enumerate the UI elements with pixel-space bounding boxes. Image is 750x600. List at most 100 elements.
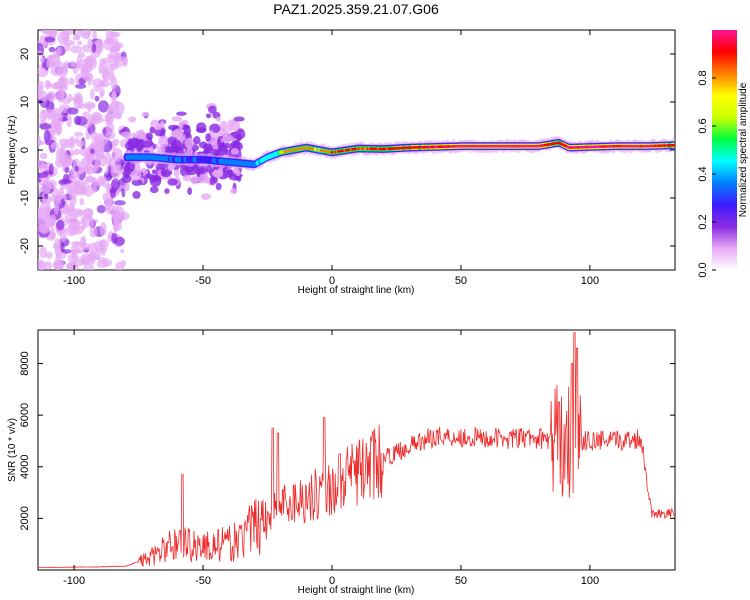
- noise-blob: [50, 141, 59, 150]
- noise-blob: [60, 184, 72, 190]
- noise-blob: [47, 111, 56, 121]
- colorbar-tick-label: 0.6: [697, 118, 709, 133]
- spectrogram-x-tick-label: 0: [329, 275, 335, 287]
- noise-blob: [57, 75, 69, 89]
- spectrogram-x-tick-label: 50: [455, 275, 467, 287]
- noise-blob: [79, 198, 85, 206]
- noise-blob: [93, 84, 102, 92]
- scatter-blob: [211, 170, 224, 178]
- scatter-blob: [235, 133, 241, 140]
- noise-blob: [63, 160, 71, 168]
- scatter-blob: [232, 167, 240, 175]
- noise-blob: [43, 129, 51, 144]
- noise-blob: [67, 93, 73, 102]
- noise-blob: [73, 208, 84, 218]
- scatter-blob: [230, 188, 238, 195]
- spectrogram-y-axis-label: Frequency (Hz): [7, 116, 18, 185]
- snr-y-tick-label: 4000: [19, 455, 31, 479]
- noise-blob: [56, 112, 63, 123]
- scatter-blob: [131, 178, 143, 186]
- noise-blob: [113, 100, 121, 107]
- noise-blob: [38, 258, 44, 270]
- noise-blob: [91, 178, 103, 187]
- noise-blob: [84, 164, 93, 175]
- noise-blob: [39, 152, 48, 160]
- scatter-blob: [183, 126, 191, 136]
- noise-blob: [66, 208, 71, 215]
- snr-x-tick-label: -100: [63, 575, 85, 587]
- noise-blob: [80, 157, 93, 166]
- scatter-blob: [170, 130, 182, 138]
- scatter-blob: [127, 138, 133, 147]
- noise-blob: [91, 43, 97, 53]
- noise-blob: [39, 56, 45, 63]
- snr-y-tick-label: 6000: [19, 403, 31, 427]
- noise-blob: [104, 197, 115, 206]
- noise-blob: [49, 214, 57, 227]
- noise-blob: [48, 46, 56, 53]
- snr-axes: -100 -50 0 50 100 2000 4000 6000 8000: [19, 330, 675, 587]
- noise-blob: [72, 225, 85, 230]
- noise-blob: [45, 36, 56, 43]
- colorbar-tick-label: 0.2: [697, 214, 709, 229]
- snr-series-line: [38, 332, 675, 569]
- noise-blob: [114, 236, 126, 246]
- colorbar-ticks: 0.0 0.2 0.4 0.6 0.8: [697, 70, 716, 278]
- scatter-blob: [190, 175, 199, 185]
- scatter-blob: [230, 141, 239, 147]
- noise-blob: [91, 254, 101, 261]
- noise-blob: [64, 213, 76, 223]
- colorbar-gradient: [712, 30, 737, 270]
- scatter-blob: [182, 174, 192, 182]
- noise-blob: [90, 148, 95, 155]
- scatter-blob: [145, 132, 153, 141]
- noise-blob: [62, 173, 70, 183]
- scatter-blob: [178, 121, 184, 130]
- snr-y-tick-label: 2000: [19, 506, 31, 530]
- noise-blob: [38, 90, 48, 102]
- spectrogram-y-tick-label: -10: [19, 190, 31, 206]
- noise-blob: [52, 259, 65, 270]
- scatter-blob: [200, 193, 212, 200]
- noise-blob: [49, 55, 54, 69]
- noise-blob: [66, 107, 79, 115]
- noise-blob: [42, 180, 51, 194]
- noise-blob: [76, 54, 82, 69]
- noise-blob: [74, 83, 87, 89]
- noise-blob: [104, 115, 113, 123]
- snr-x-tick-label: -50: [195, 575, 211, 587]
- noise-blob: [120, 260, 127, 267]
- noise-blob: [111, 148, 123, 162]
- noise-blob: [112, 205, 120, 213]
- noise-blob: [70, 61, 75, 68]
- spectrogram-x-axis-label: Height of straight line (km): [298, 285, 415, 296]
- scatter-blob: [156, 146, 166, 154]
- noise-blob: [43, 261, 53, 270]
- noise-blob: [39, 246, 48, 259]
- scatter-blob: [205, 113, 212, 119]
- noise-blob: [44, 192, 49, 200]
- snr-y-axis-label: SNR (10 * v/v): [7, 418, 18, 482]
- noise-blob: [39, 109, 47, 122]
- noise-blob: [94, 133, 106, 143]
- scatter-blob: [193, 136, 201, 145]
- snr-y-tick-label: 8000: [19, 351, 31, 375]
- noise-blob: [76, 103, 88, 109]
- noise-blob: [121, 188, 126, 198]
- snr-x-tick-label: 0: [329, 575, 335, 587]
- scatter-blob: [160, 167, 167, 177]
- scatter-blob: [158, 135, 170, 148]
- scatter-blob: [219, 120, 229, 131]
- scatter-blob: [194, 167, 207, 175]
- scatter-blob: [173, 169, 180, 177]
- noise-blob: [47, 30, 58, 36]
- spectrogram-marks: [38, 30, 675, 270]
- noise-blob: [39, 123, 52, 130]
- noise-blob: [64, 166, 70, 174]
- snr-marks: [38, 332, 675, 569]
- noise-blob: [60, 198, 65, 206]
- noise-blob: [42, 170, 53, 175]
- scatter-blob: [217, 144, 228, 156]
- noise-blob: [105, 131, 116, 140]
